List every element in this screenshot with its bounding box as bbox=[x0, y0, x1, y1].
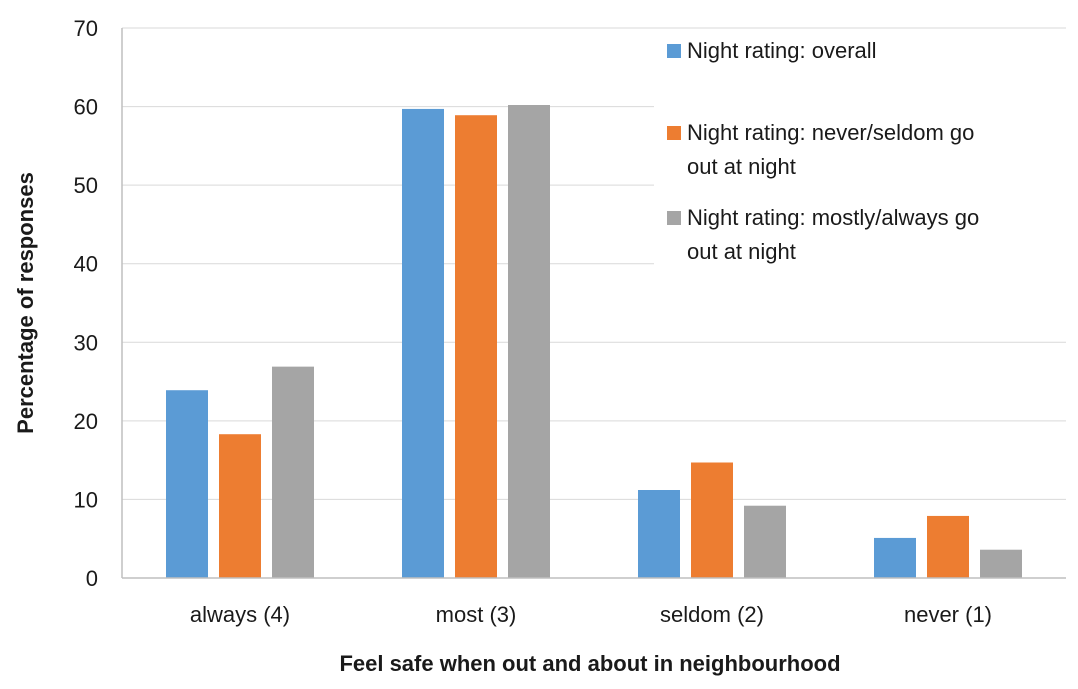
legend-background bbox=[654, 32, 1072, 278]
y-tick-label: 70 bbox=[74, 16, 98, 41]
x-category-labels: always (4) most (3) seldom (2) never (1) bbox=[190, 602, 992, 627]
x-category-label: most (3) bbox=[436, 602, 517, 627]
bar-2-2 bbox=[455, 115, 497, 578]
y-tick-label: 50 bbox=[74, 173, 98, 198]
y-tick-label: 60 bbox=[74, 95, 98, 120]
bar-2-4 bbox=[927, 515, 969, 578]
legend: Night rating: overall Night rating: never… bbox=[667, 38, 979, 264]
x-category-label: seldom (2) bbox=[660, 602, 764, 627]
y-tick-label: 10 bbox=[74, 487, 98, 512]
axes bbox=[121, 28, 1066, 579]
x-category-label: never (1) bbox=[904, 602, 992, 627]
legend-label-2: Night rating: never/seldom go bbox=[687, 120, 974, 145]
bar-3-1 bbox=[272, 366, 314, 578]
bar-2-3 bbox=[691, 462, 733, 578]
legend-label-3: Night rating: mostly/always go bbox=[687, 205, 979, 230]
legend-swatch-3 bbox=[667, 211, 681, 225]
x-category-label: always (4) bbox=[190, 602, 290, 627]
y-tick-label: 20 bbox=[74, 409, 98, 434]
legend-label-2: out at night bbox=[687, 154, 796, 179]
y-tick-label: 40 bbox=[74, 252, 98, 277]
x-axis-title: Feel safe when out and about in neighbou… bbox=[339, 651, 840, 676]
y-tick-label: 0 bbox=[86, 566, 98, 591]
y-tick-labels: 0 10 20 30 40 50 60 70 bbox=[74, 16, 98, 591]
bar-1-1 bbox=[166, 390, 208, 578]
bar-3-4 bbox=[980, 549, 1022, 578]
bar-1-3 bbox=[638, 490, 680, 578]
legend-swatch-2 bbox=[667, 126, 681, 140]
bar-3-2 bbox=[508, 105, 550, 578]
bar-1-2 bbox=[402, 108, 444, 578]
bar-3-3 bbox=[744, 505, 786, 578]
legend-swatch-1 bbox=[667, 44, 681, 58]
legend-label-3: out at night bbox=[687, 239, 796, 264]
y-tick-label: 30 bbox=[74, 330, 98, 355]
y-axis-title: Percentage of responses bbox=[13, 172, 38, 434]
legend-label-1: Night rating: overall bbox=[687, 38, 877, 63]
bar-2-1 bbox=[219, 434, 261, 578]
bar-1-4 bbox=[874, 537, 916, 578]
bars bbox=[166, 105, 1022, 578]
